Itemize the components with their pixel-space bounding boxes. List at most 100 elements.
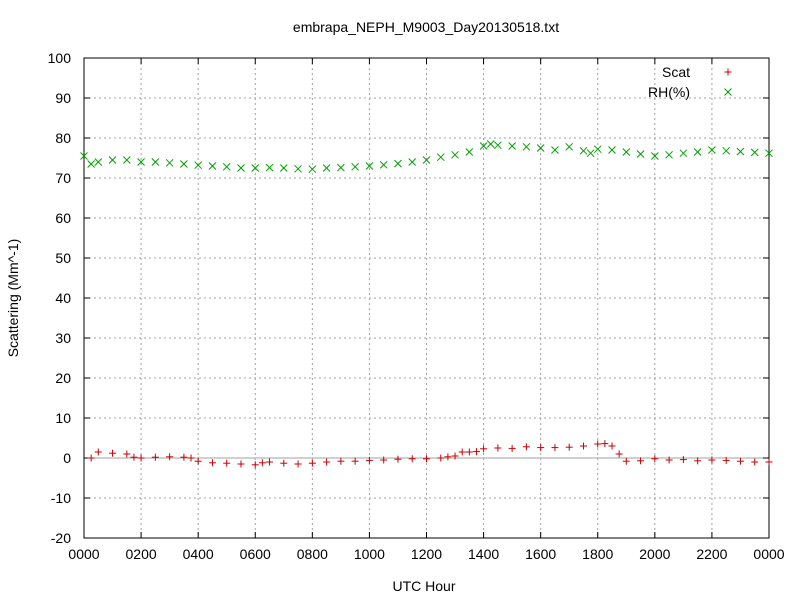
data-point xyxy=(480,445,488,453)
data-point xyxy=(436,153,445,162)
x-tick-label: 0200 xyxy=(126,546,157,562)
y-tick-label: 90 xyxy=(55,90,71,106)
data-point xyxy=(579,442,587,450)
x-tick-label: 1600 xyxy=(525,546,556,562)
data-point xyxy=(208,162,217,170)
data-point xyxy=(608,442,616,450)
data-point xyxy=(586,149,595,158)
data-point xyxy=(109,449,117,457)
data-point xyxy=(437,454,445,462)
data-point xyxy=(151,158,160,166)
x-tick-label: 0400 xyxy=(183,546,214,562)
data-point xyxy=(337,457,345,465)
data-point xyxy=(265,163,274,172)
data-point xyxy=(308,459,316,467)
y-tick-label: 10 xyxy=(55,410,71,426)
data-point xyxy=(651,455,659,463)
data-point xyxy=(294,164,302,173)
data-point xyxy=(187,454,195,462)
data-point xyxy=(422,156,431,164)
data-point xyxy=(87,454,95,462)
data-point xyxy=(637,457,645,465)
data-point xyxy=(622,457,630,465)
data-point xyxy=(251,461,259,469)
data-point xyxy=(423,455,430,463)
data-point xyxy=(551,444,559,452)
series-rh xyxy=(80,140,773,174)
data-point xyxy=(601,440,609,448)
x-tick-label: 1400 xyxy=(468,546,499,562)
data-point xyxy=(579,146,588,155)
y-tick-label: 70 xyxy=(55,170,71,186)
data-point xyxy=(458,448,466,456)
data-point xyxy=(351,162,359,171)
data-point xyxy=(137,454,145,462)
x-tick-label: 0000 xyxy=(68,546,99,562)
data-point xyxy=(522,142,531,151)
data-point xyxy=(208,459,216,467)
data-point xyxy=(394,455,402,463)
x-tick-label: 0800 xyxy=(297,546,328,562)
data-point xyxy=(679,456,687,464)
data-point xyxy=(522,443,530,451)
x-tick-label: 1800 xyxy=(582,546,613,562)
legend-marker xyxy=(724,88,732,96)
data-point xyxy=(665,456,673,464)
data-point xyxy=(765,458,773,466)
data-point xyxy=(593,145,602,154)
chart-title: embrapa_NEPH_M9003_Day20130518.txt xyxy=(293,19,559,35)
data-point xyxy=(222,162,231,171)
data-point xyxy=(280,459,288,467)
data-point xyxy=(365,456,373,464)
y-tick-label: 100 xyxy=(48,50,72,66)
data-series xyxy=(80,140,773,469)
data-point xyxy=(151,453,159,461)
data-point xyxy=(294,460,302,468)
data-point xyxy=(708,456,716,464)
data-point xyxy=(615,450,623,458)
data-point xyxy=(751,458,759,466)
data-point xyxy=(351,457,359,465)
data-point xyxy=(266,458,274,466)
data-point xyxy=(551,146,559,154)
axis-ticks: 0000 0200 0400 0600 0800 1000 1200 1400 1600 1800… xyxy=(48,50,785,562)
data-point xyxy=(380,456,388,464)
data-point xyxy=(665,150,673,159)
data-point xyxy=(137,158,145,166)
data-point xyxy=(223,459,231,467)
legend-label: Scat xyxy=(662,64,690,80)
data-point xyxy=(237,460,245,468)
data-point xyxy=(537,444,545,452)
data-point xyxy=(765,149,773,158)
data-point xyxy=(750,148,759,157)
data-point xyxy=(693,148,702,156)
y-axis-label: Scattering (Mm^-1) xyxy=(5,239,21,358)
data-point xyxy=(722,146,731,155)
data-point xyxy=(108,156,117,164)
data-point xyxy=(444,453,452,461)
y-tick-label: 30 xyxy=(55,330,71,346)
x-tick-label: 0000 xyxy=(753,546,784,562)
data-point xyxy=(394,159,402,168)
data-point xyxy=(536,144,545,152)
data-point xyxy=(180,160,188,168)
y-tick-label: 20 xyxy=(55,370,71,386)
x-tick-label: 2200 xyxy=(696,546,727,562)
data-point xyxy=(722,456,730,464)
data-point xyxy=(194,457,202,465)
data-point xyxy=(87,160,95,168)
data-point xyxy=(486,140,495,148)
data-point xyxy=(650,152,659,160)
data-point xyxy=(622,148,631,156)
x-tick-label: 1000 xyxy=(354,546,385,562)
data-point xyxy=(258,459,266,467)
data-point xyxy=(408,455,416,463)
data-point xyxy=(165,158,174,167)
data-point xyxy=(337,163,345,172)
data-point xyxy=(408,158,417,166)
data-point xyxy=(679,149,688,158)
data-point xyxy=(379,160,388,169)
data-point xyxy=(565,142,574,151)
data-point xyxy=(494,141,502,150)
